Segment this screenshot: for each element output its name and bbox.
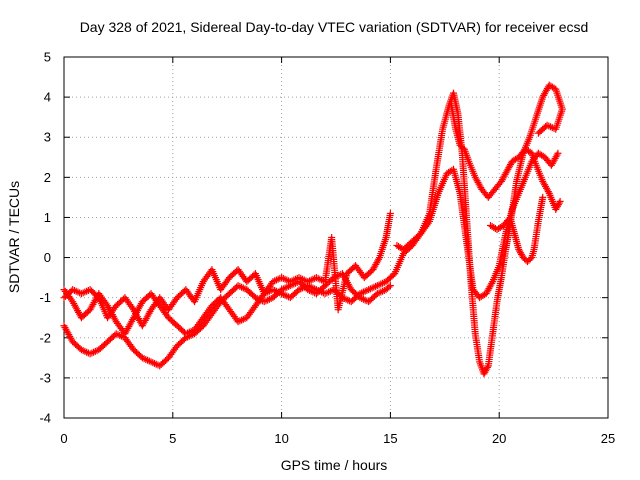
data-point: [554, 149, 562, 157]
x-tick-label: 25: [601, 431, 615, 446]
x-axis-title: GPS time / hours: [281, 457, 388, 473]
chart-title: Day 328 of 2021, Sidereal Day-to-day VTE…: [80, 19, 589, 35]
data-point: [375, 255, 383, 263]
y-tick-label: 1: [44, 210, 51, 225]
data-point: [553, 151, 561, 159]
data-point: [483, 363, 491, 371]
data-point: [556, 197, 564, 205]
y-tick-labels: -4 -3 -2 -1 0 1 2 3 4 5: [39, 50, 51, 426]
x-tick-label: 20: [492, 431, 506, 446]
y-tick-label: 5: [44, 50, 51, 65]
y-tick-label: 3: [44, 130, 51, 145]
axis-ticks: [63, 56, 609, 419]
data-point: [555, 199, 563, 207]
y-axis-title: SDTVAR / TECUs: [6, 181, 22, 293]
y-tick-label: 4: [44, 90, 51, 105]
y-tick-label: 2: [44, 170, 51, 185]
data-point: [386, 282, 394, 290]
x-tick-label: 15: [383, 431, 397, 446]
data-point: [544, 188, 552, 196]
data-point: [488, 279, 496, 287]
y-tick-label: 0: [44, 250, 51, 265]
y-tick-label: -3: [39, 370, 51, 385]
y-tick-label: -2: [39, 330, 51, 345]
x-tick-label: 5: [169, 431, 176, 446]
data-point: [534, 129, 542, 137]
data-points: [60, 81, 566, 378]
x-tick-label: 0: [60, 431, 67, 446]
y-tick-label: -1: [39, 290, 51, 305]
data-point: [385, 283, 393, 291]
data-point: [67, 296, 75, 304]
grid: [64, 57, 608, 418]
x-tick-label: 10: [274, 431, 288, 446]
data-point: [128, 304, 136, 312]
x-tick-labels: 0 5 10 15 20 25: [60, 431, 615, 446]
plot-frame: [63, 56, 609, 419]
y-tick-label: -4: [39, 411, 51, 426]
data-point: [536, 128, 544, 136]
data-point: [386, 209, 394, 217]
data-point: [539, 193, 547, 201]
